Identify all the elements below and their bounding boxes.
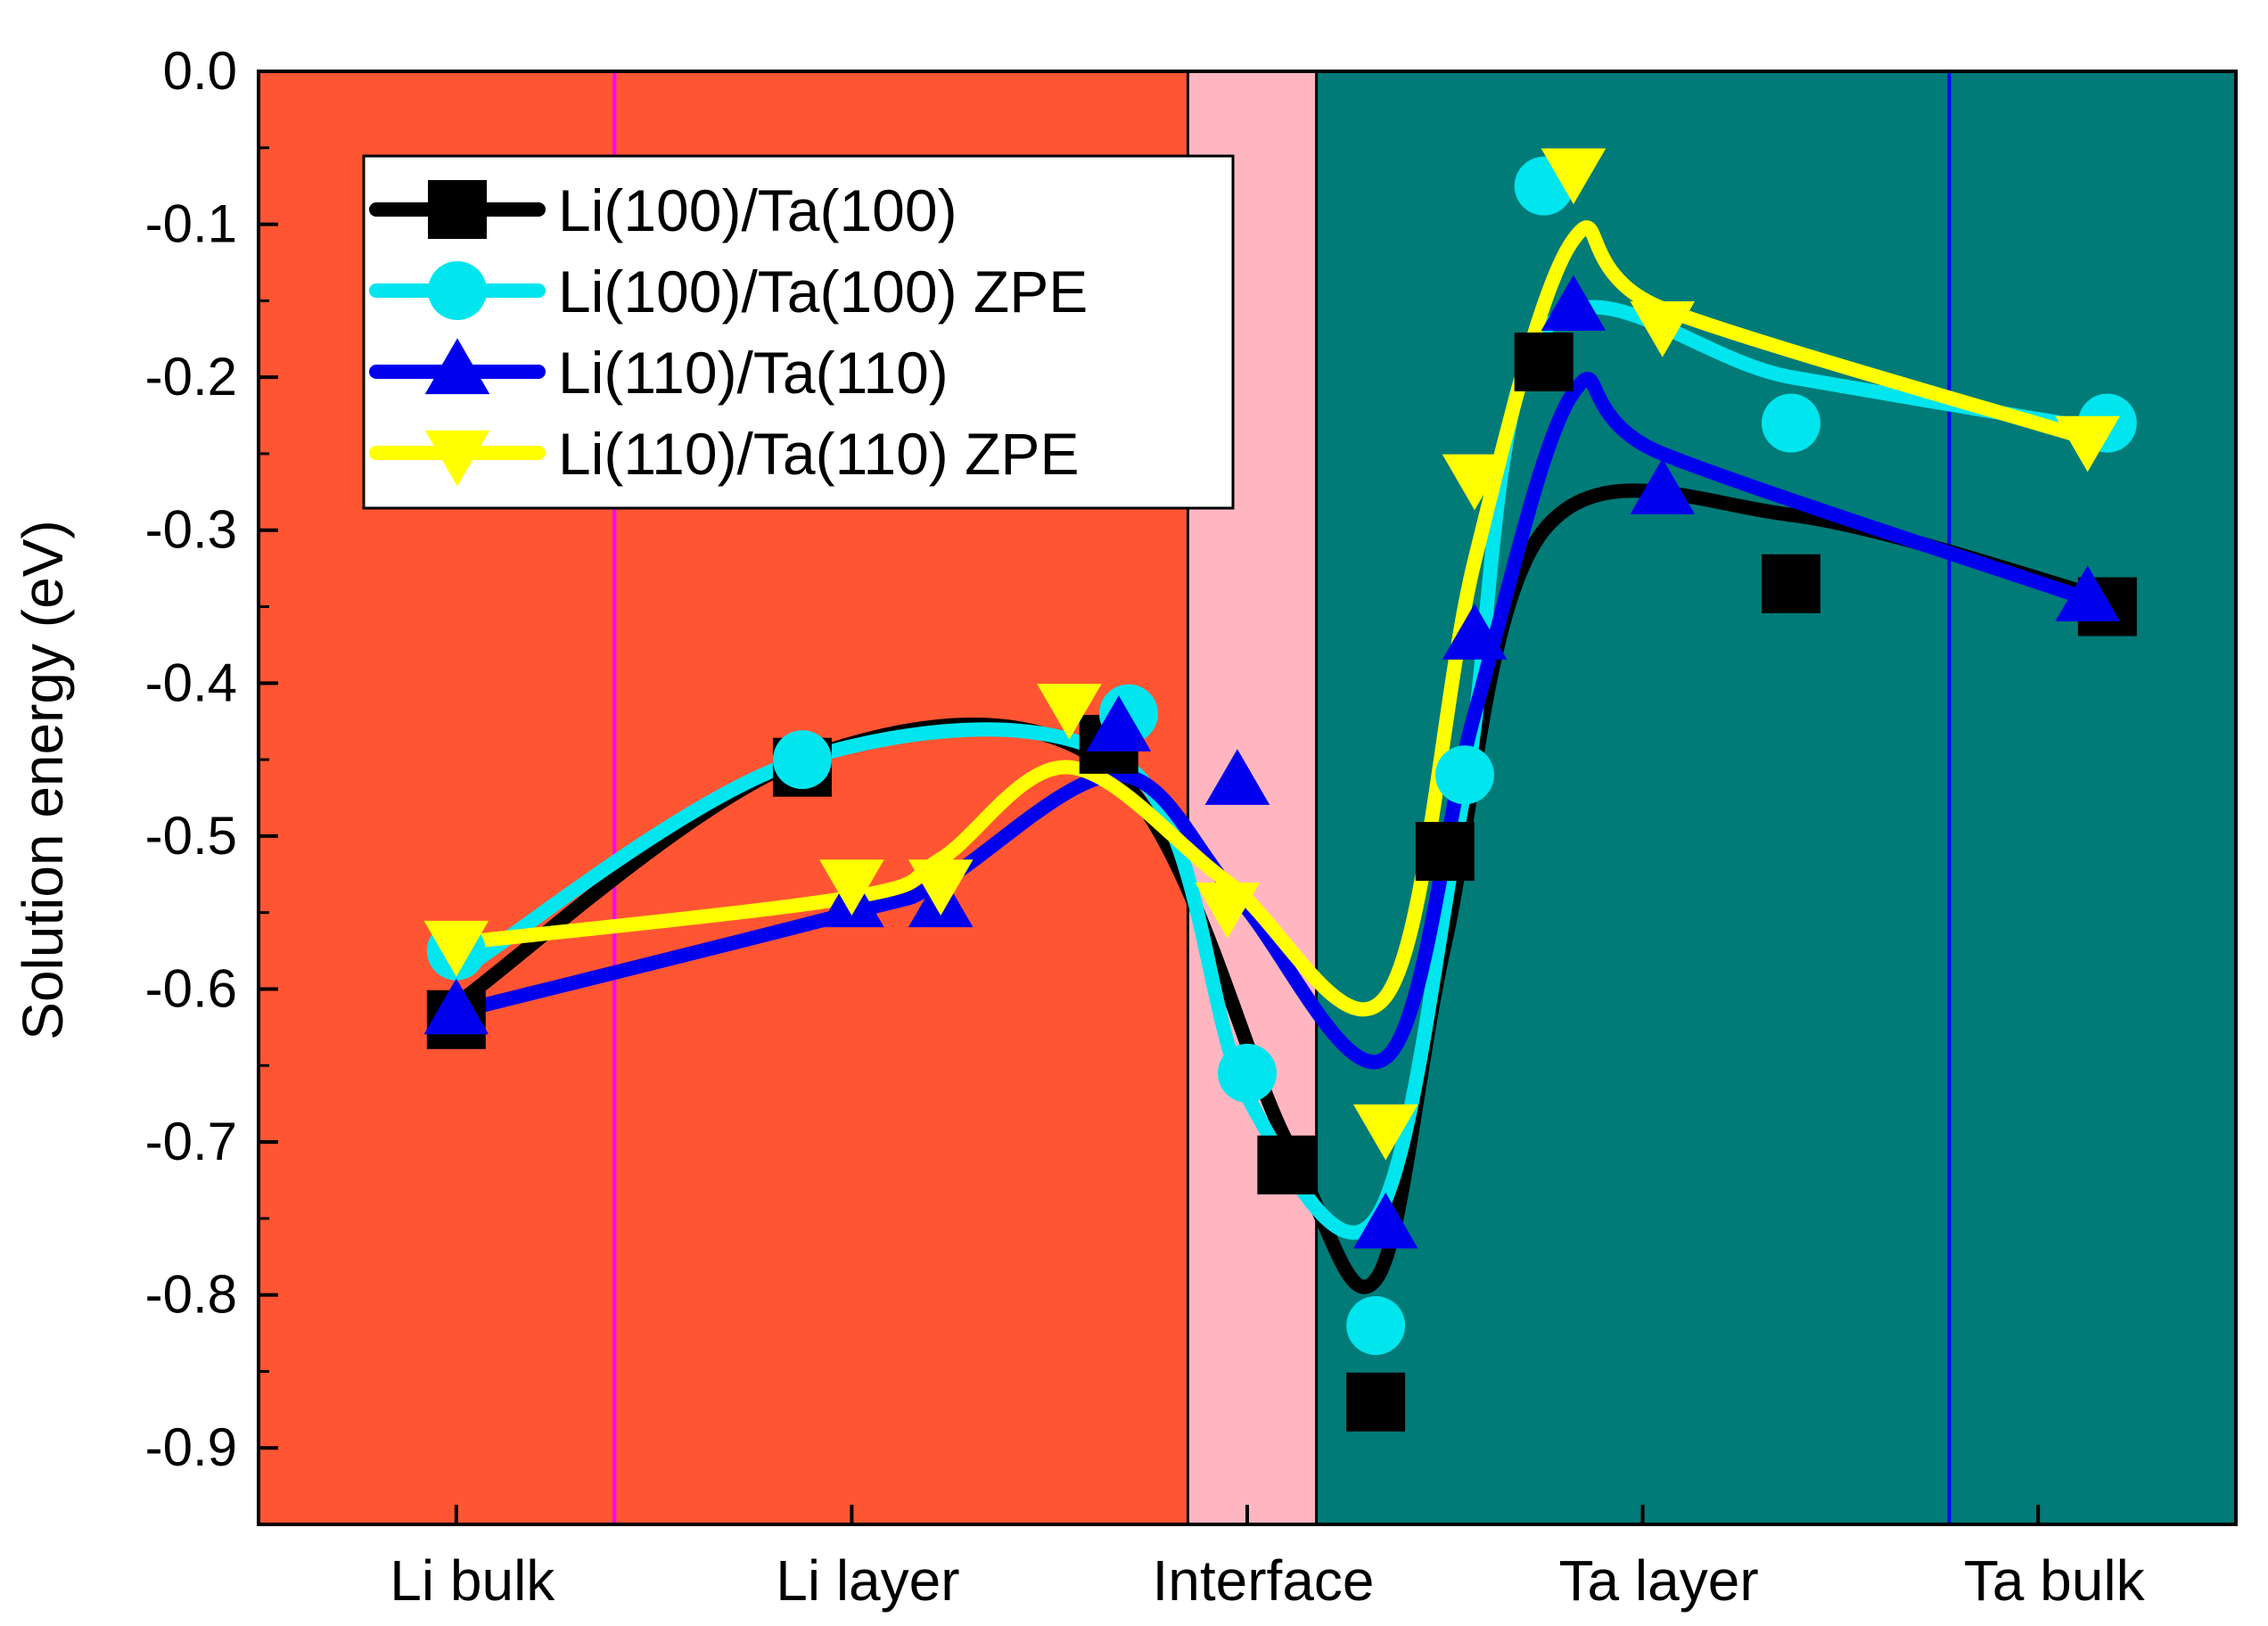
- y-tick-label: -0.5: [145, 806, 237, 866]
- x-tick-label: Li layer: [776, 1548, 959, 1613]
- legend-marker-li-100-ta-100: [428, 180, 487, 239]
- x-tick-label: Ta layer: [1559, 1548, 1759, 1613]
- y-tick-label: -0.6: [145, 958, 237, 1018]
- point-li-100-ta-100-5: [1415, 822, 1475, 882]
- point-li-110-ta-110-zpe-5: [1352, 1104, 1418, 1161]
- point-li-110-ta-110-zpe-4: [1195, 883, 1261, 939]
- y-axis-label: Solution energy (eV): [11, 520, 75, 1039]
- y-tick-label: -0.1: [145, 194, 237, 254]
- point-li-100-ta-100-6: [1514, 333, 1574, 391]
- point-li-100-ta-100-7: [1761, 554, 1820, 613]
- curve-li-110-ta-110: [448, 372, 2095, 1070]
- legend: Li(100)/Ta(100) Li(100)/Ta(100) ZPE Li(110…: [362, 154, 1235, 510]
- curve-li-110-ta-110-zpe: [448, 220, 2095, 1017]
- point-li-110-ta-110-zpe-8: [1630, 301, 1696, 357]
- y-tick-label: -0.3: [145, 500, 237, 560]
- x-axis: Li bulk Li layer Interface Ta layer Ta bulk: [390, 1505, 2146, 1613]
- y-tick-label: 0.0: [163, 41, 237, 101]
- y-tick-label: -0.4: [145, 653, 237, 712]
- point-li-110-ta-110-zpe-0: [423, 920, 489, 977]
- legend-marker-li-110-ta-110: [424, 338, 490, 395]
- x-tick-label: Li bulk: [390, 1548, 555, 1613]
- point-li-110-ta-110-0: [423, 978, 489, 1035]
- legend-label-li-100-ta-100: Li(100)/Ta(100): [558, 177, 957, 243]
- legend-marker-li-110-ta-110-zpe: [424, 430, 490, 487]
- point-li-110-ta-110-7: [1541, 275, 1606, 332]
- y-tick-label: -0.8: [145, 1265, 237, 1325]
- y-axis: 0.0 -0.1 -0.2 -0.3 -0.4 -0.5 -0.6 -0.7 -0.8 -0.9: [145, 41, 278, 1477]
- point-li-110-ta-110-zpe-7: [1541, 148, 1606, 205]
- legend-label-li-110-ta-110-zpe: Li(110)/Ta(110) ZPE: [558, 421, 1079, 487]
- point-li-110-ta-110-zpe-9: [2055, 415, 2120, 472]
- legend-label-li-100-ta-100-zpe: Li(100)/Ta(100) ZPE: [558, 259, 1088, 324]
- point-li-110-ta-110-5: [1352, 1192, 1418, 1249]
- point-li-110-ta-110-3: [1086, 695, 1152, 751]
- point-li-110-ta-110-zpe-1: [819, 859, 884, 916]
- legend-marker-li-100-ta-100-zpe: [428, 261, 487, 320]
- legend-label-li-110-ta-110: Li(110)/Ta(110): [558, 340, 949, 406]
- point-li-100-ta-100-zpe-5: [1434, 745, 1494, 805]
- point-li-100-ta-100-zpe-4: [1346, 1295, 1406, 1355]
- x-tick-label: Interface: [1152, 1548, 1374, 1613]
- y-tick-label: -0.7: [145, 1112, 237, 1171]
- point-li-110-ta-110-zpe-6: [1442, 454, 1508, 511]
- point-li-100-ta-100-zpe-3: [1218, 1043, 1277, 1103]
- point-li-110-ta-110-8: [1630, 458, 1696, 514]
- point-li-100-ta-100-4: [1346, 1372, 1406, 1432]
- series-markers: [423, 148, 2137, 1432]
- y-tick-label: -0.2: [145, 347, 237, 406]
- point-li-100-ta-100-3: [1257, 1135, 1317, 1195]
- x-tick-label: Ta bulk: [1964, 1548, 2146, 1613]
- point-li-110-ta-110-4: [1204, 749, 1270, 805]
- point-li-100-ta-100-zpe-7: [1761, 393, 1820, 453]
- point-li-100-ta-100-zpe-1: [772, 730, 832, 790]
- point-li-110-ta-110-zpe-3: [1037, 683, 1102, 740]
- point-li-110-ta-110-9: [2055, 565, 2120, 622]
- point-li-110-ta-110-6: [1442, 604, 1508, 660]
- y-tick-label: -0.9: [145, 1417, 237, 1477]
- point-li-110-ta-110-zpe-2: [908, 859, 974, 916]
